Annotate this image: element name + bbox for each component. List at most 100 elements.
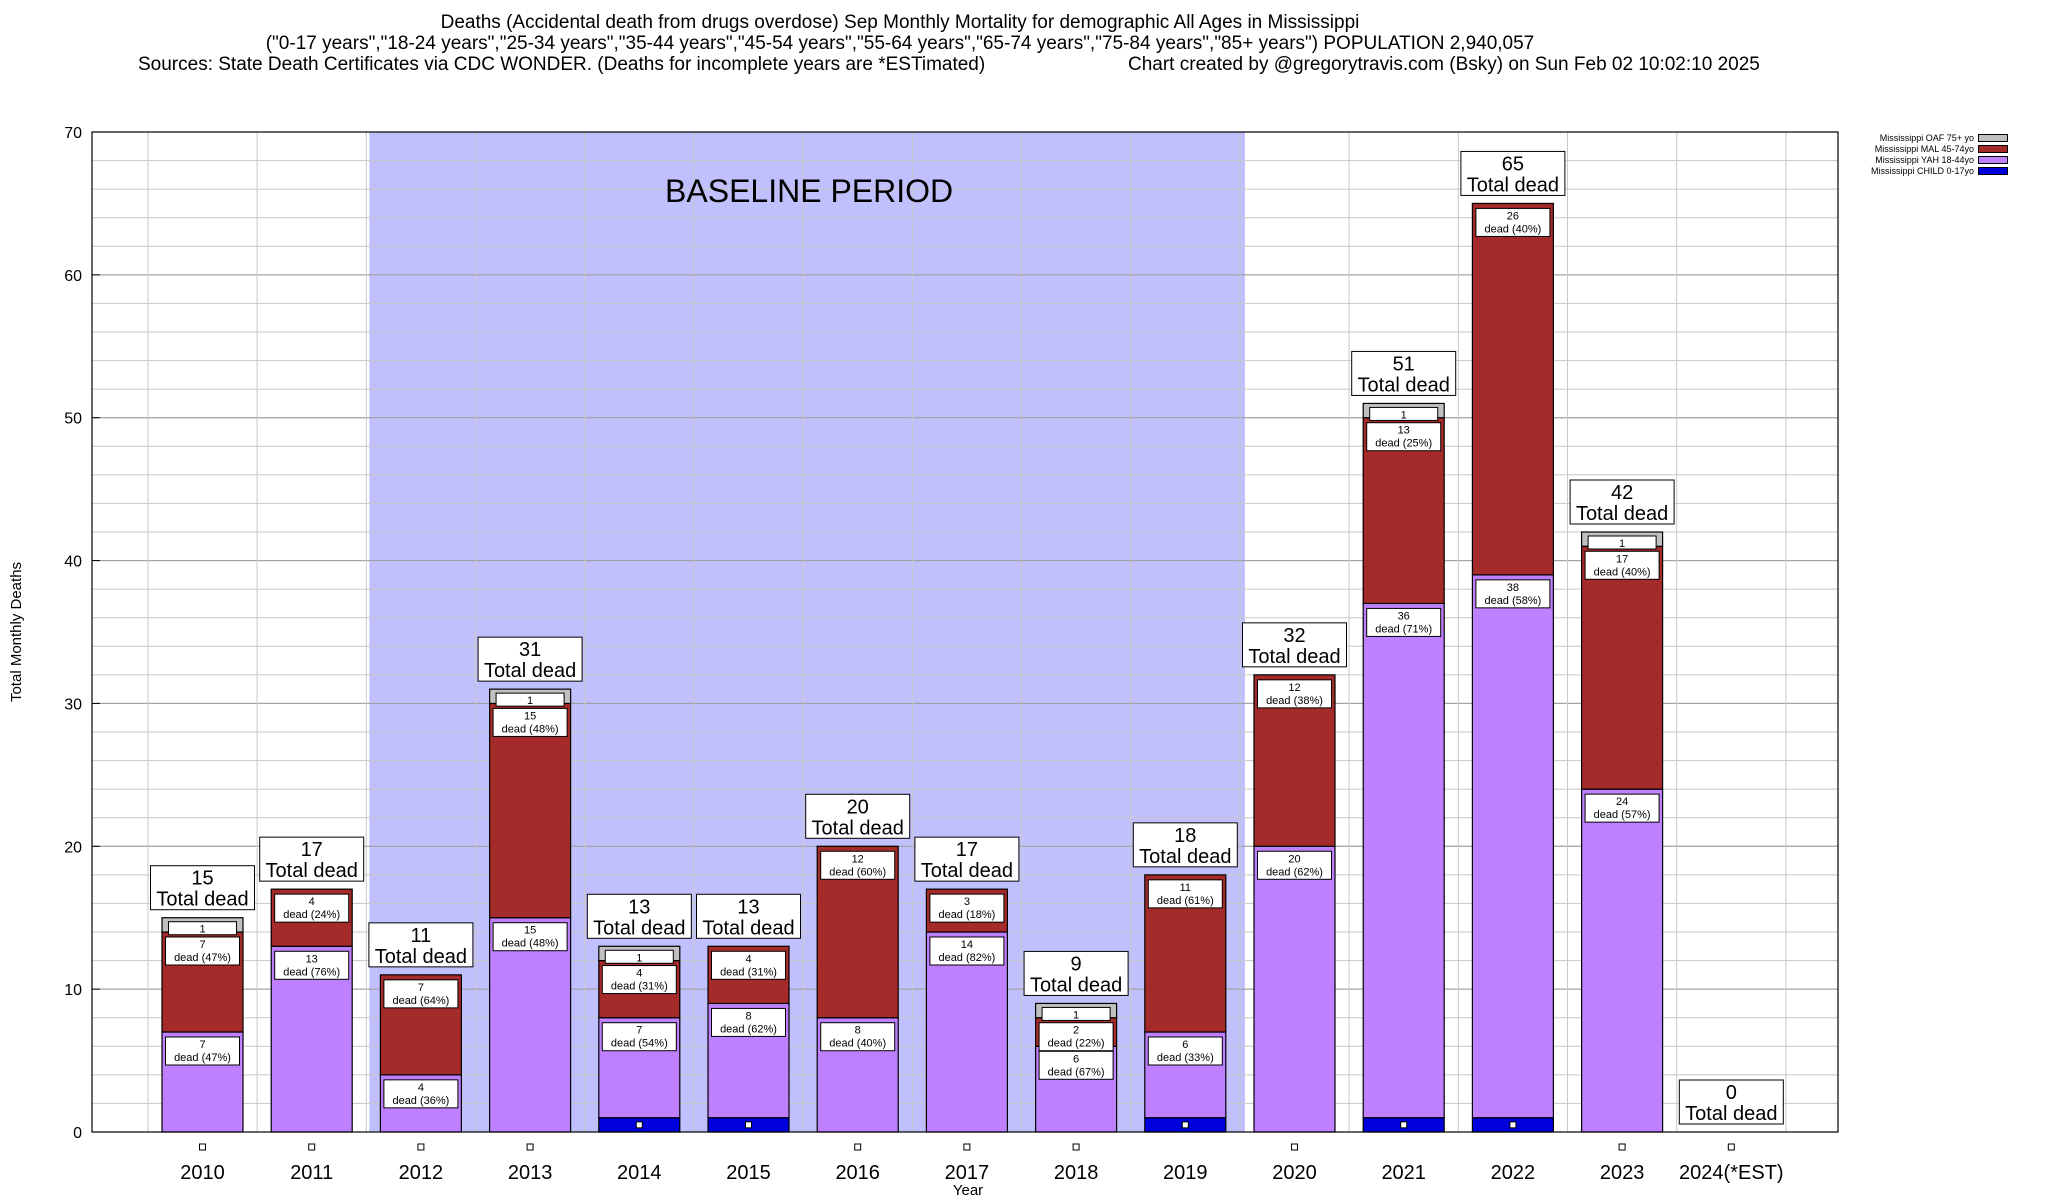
segment-label-value: 26 xyxy=(1507,210,1519,222)
total-label-value: 9 xyxy=(1071,953,1082,975)
total-label-value: 20 xyxy=(847,796,869,818)
category-marker xyxy=(1727,1143,1735,1151)
segment-label-box xyxy=(601,965,677,995)
segment-label-pct: dead (24%) xyxy=(283,909,340,921)
total-label-text: Total dead xyxy=(1139,846,1231,868)
segment-label-value: 1 xyxy=(1619,538,1625,550)
y-tick-label: 50 xyxy=(64,411,82,428)
segment-label-value: 4 xyxy=(636,968,642,980)
segment-label-box xyxy=(165,1036,240,1066)
legend-swatch xyxy=(1978,144,2008,153)
total-label-box xyxy=(696,893,801,939)
segment-label-box xyxy=(274,893,350,923)
bar-segment-yah xyxy=(1580,788,1664,1133)
legend-label: Mississippi YAH 18-44yo xyxy=(1875,154,1974,165)
segment-label-box xyxy=(929,936,1005,966)
segment-label-pct: dead (62%) xyxy=(720,1023,777,1035)
segment-label-pct: dead (36%) xyxy=(392,1095,449,1107)
segment-label-value: 1 xyxy=(527,695,533,707)
total-label-value: 13 xyxy=(737,896,759,918)
segment-label-pct: dead (47%) xyxy=(174,1052,231,1064)
bar-segment-mal xyxy=(1580,545,1664,790)
total-label-value: 15 xyxy=(191,868,213,890)
total-label-box xyxy=(1460,150,1566,196)
total-label-value: 13 xyxy=(628,896,650,918)
total-label-box xyxy=(259,836,365,882)
segment-label-value: 4 xyxy=(745,953,751,965)
category-marker xyxy=(417,1143,425,1151)
x-tick-label: 2023 xyxy=(1600,1162,1645,1184)
segment-label-box xyxy=(1475,579,1551,609)
segment-label-pct: dead (38%) xyxy=(1266,695,1323,707)
total-label-text: Total dead xyxy=(1467,174,1559,196)
x-tick-label: 2015 xyxy=(726,1162,771,1184)
total-label-text: Total dead xyxy=(1030,974,1122,996)
x-tick-label: 2021 xyxy=(1381,1162,1426,1184)
segment-label-pct: dead (61%) xyxy=(1157,895,1214,907)
segment-label-pct: dead (58%) xyxy=(1484,595,1541,607)
segment-label-pct: dead (48%) xyxy=(502,723,559,735)
legend-swatch xyxy=(1978,133,2008,142)
segment-label-box xyxy=(711,950,786,980)
y-tick-label: 70 xyxy=(64,125,82,142)
total-label-box xyxy=(1351,350,1457,396)
y-axis-label: Total Monthly Deaths xyxy=(8,562,25,702)
segment-label-value: 20 xyxy=(1288,853,1300,865)
x-tick-label: 2012 xyxy=(399,1162,444,1184)
total-label-text: Total dead xyxy=(266,860,358,882)
segment-label-box xyxy=(1587,535,1657,550)
total-label-text: Total dead xyxy=(1358,374,1450,396)
segment-label-box xyxy=(1147,1036,1223,1066)
x-tick-label: 2018 xyxy=(1054,1162,1099,1184)
bar-segment-mal xyxy=(1471,202,1555,576)
segment-label-value: 1 xyxy=(1073,1009,1079,1021)
legend-label: Mississippi CHILD 0-17yo xyxy=(1870,165,1974,176)
segment-label-value: 7 xyxy=(199,1039,205,1051)
segment-label-pct: dead (48%) xyxy=(502,938,559,950)
segment-label-pct: dead (82%) xyxy=(938,952,995,964)
segment-label-box xyxy=(1584,793,1660,823)
segment-label-box xyxy=(820,850,896,880)
category-marker xyxy=(308,1143,316,1151)
segment-label-value: 12 xyxy=(852,853,864,865)
total-label-text: Total dead xyxy=(812,817,904,839)
segment-label-value: 3 xyxy=(964,896,970,908)
segment-label-value: 38 xyxy=(1507,582,1519,594)
segment-label-value: 13 xyxy=(306,953,318,965)
legend-item-mal: Mississippi MAL 45-74yo xyxy=(1838,143,2008,154)
total-label-text: Total dead xyxy=(1248,646,1340,668)
x-tick-label: 2017 xyxy=(945,1162,990,1184)
total-label-box xyxy=(1569,479,1675,525)
segment-label-value: 6 xyxy=(1073,1053,1079,1065)
segment-label-value: 8 xyxy=(855,1025,861,1037)
chart-title-line2: ("0-17 years","18-24 years","25-34 years… xyxy=(265,33,1535,54)
total-label-box xyxy=(1242,622,1347,668)
total-label-box xyxy=(1132,822,1238,868)
y-tick-label: 20 xyxy=(64,839,82,856)
y-tick-label: 40 xyxy=(64,554,82,571)
category-marker xyxy=(1618,1143,1626,1151)
legend-swatch xyxy=(1978,166,2008,175)
total-label-box xyxy=(805,793,911,839)
segment-label-value: 12 xyxy=(1288,682,1300,694)
category-marker xyxy=(1291,1143,1298,1151)
segment-label-value: 14 xyxy=(961,939,973,951)
total-label-text: Total dead xyxy=(375,946,467,968)
segment-label-pct: dead (40%) xyxy=(829,1038,886,1050)
total-label-box xyxy=(1678,1079,1784,1125)
legend-item-child: Mississippi CHILD 0-17yo xyxy=(1838,165,2008,176)
segment-label-pct: dead (67%) xyxy=(1048,1066,1105,1078)
segment-label-value: 4 xyxy=(418,1082,424,1094)
segment-label-value: 15 xyxy=(524,925,536,937)
segment-label-pct: dead (57%) xyxy=(1594,809,1651,821)
chart-sources: Sources: State Death Certificates via CD… xyxy=(138,54,986,75)
total-label-box xyxy=(914,836,1020,882)
bar-segment-yah xyxy=(1471,574,1555,1119)
legend-label: Mississippi OAF 75+ yo xyxy=(1879,132,1974,143)
segment-label-value: 17 xyxy=(1616,553,1628,565)
y-tick-label: 0 xyxy=(73,1125,82,1142)
plot-border xyxy=(91,131,1839,1133)
segment-label-pct: dead (47%) xyxy=(174,952,231,964)
segment-label-pct: dead (25%) xyxy=(1375,438,1432,450)
category-marker xyxy=(199,1143,206,1151)
